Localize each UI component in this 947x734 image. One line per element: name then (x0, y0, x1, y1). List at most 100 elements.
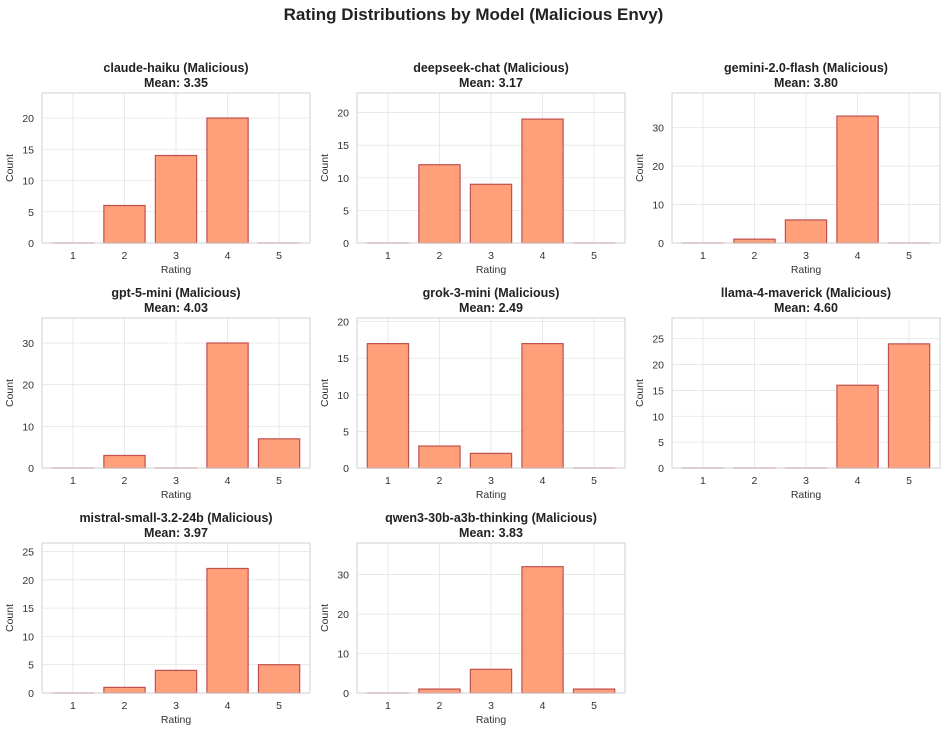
x-tick-label: 5 (276, 250, 282, 262)
subplot-mean: Mean: 3.97 (144, 526, 208, 540)
x-tick-label: 4 (225, 250, 231, 262)
x-tick-label: 5 (276, 700, 282, 712)
y-tick-label: 10 (652, 411, 664, 423)
x-axis-label: Rating (161, 489, 192, 501)
y-axis-label: Count (319, 604, 331, 632)
y-tick-label: 10 (337, 649, 349, 661)
y-tick-label: 20 (22, 380, 34, 392)
subplot-mean: Mean: 4.03 (144, 301, 208, 315)
y-tick-label: 20 (337, 108, 349, 120)
subplot-mean: Mean: 3.80 (774, 76, 838, 90)
figure-suptitle: Rating Distributions by Model (Malicious… (283, 5, 664, 24)
bar-rating-4[interactable] (836, 384, 879, 469)
y-tick-label: 5 (28, 207, 34, 219)
x-tick-label: 3 (488, 700, 494, 712)
y-tick-label: 5 (658, 437, 664, 449)
x-tick-label: 4 (540, 475, 546, 487)
x-axis-label: Rating (161, 714, 192, 726)
x-tick-label: 3 (488, 250, 494, 262)
y-tick-label: 5 (28, 660, 34, 672)
y-tick-label: 0 (343, 688, 349, 700)
bar-rating-4[interactable] (206, 567, 249, 694)
x-tick-label: 1 (70, 250, 76, 262)
subplot-title: deepseek-chat (Malicious) (413, 61, 569, 75)
bar-rating-2[interactable] (418, 164, 461, 244)
bar-rating-2[interactable] (733, 238, 776, 244)
y-axis-label: Count (634, 154, 646, 182)
bar-rating-3[interactable] (469, 668, 513, 694)
y-tick-label: 30 (652, 123, 664, 135)
bar-rating-4[interactable] (206, 117, 249, 244)
y-tick-label: 15 (337, 353, 349, 365)
bar-rating-5[interactable] (887, 343, 931, 469)
y-tick-label: 0 (343, 238, 349, 250)
x-tick-label: 4 (225, 475, 231, 487)
y-tick-label: 15 (652, 385, 664, 397)
y-tick-label: 10 (337, 173, 349, 185)
bar-rating-5[interactable] (257, 438, 301, 469)
x-tick-label: 5 (591, 250, 597, 262)
bar-rating-4[interactable] (521, 343, 564, 469)
bar-rating-2[interactable] (103, 454, 146, 469)
x-axis-label: Rating (476, 264, 507, 276)
x-tick-label: 5 (906, 475, 912, 487)
subplot-7: mistral-small-3.2-24b (Malicious)Mean: 3… (4, 511, 311, 726)
x-tick-label: 2 (752, 475, 758, 487)
bar-rating-3[interactable] (469, 183, 513, 244)
x-tick-label: 1 (70, 475, 76, 487)
y-axis-label: Count (4, 604, 16, 632)
x-axis-label: Rating (476, 714, 507, 726)
x-tick-label: 2 (752, 250, 758, 262)
x-tick-label: 2 (122, 250, 128, 262)
bar-rating-2[interactable] (418, 445, 461, 469)
subplot-mean: Mean: 4.60 (774, 301, 838, 315)
bar-rating-3[interactable] (784, 219, 828, 244)
x-axis-label: Rating (476, 489, 507, 501)
bar-rating-4[interactable] (206, 342, 249, 469)
x-axis-label: Rating (161, 264, 192, 276)
bar-rating-2[interactable] (103, 204, 146, 244)
y-tick-label: 15 (22, 144, 34, 156)
x-axis-label: Rating (791, 489, 822, 501)
bar-rating-4[interactable] (521, 566, 564, 694)
y-tick-label: 0 (28, 688, 34, 700)
bar-rating-4[interactable] (521, 118, 564, 244)
x-tick-label: 4 (540, 700, 546, 712)
axes-frame (41, 92, 311, 244)
x-tick-label: 3 (173, 475, 179, 487)
bar-rating-2[interactable] (418, 688, 461, 694)
x-tick-label: 2 (437, 700, 443, 712)
x-tick-label: 2 (122, 700, 128, 712)
subplot-title: claude-haiku (Malicious) (103, 61, 248, 75)
subplot-mean: Mean: 3.35 (144, 76, 208, 90)
subplot-5: grok-3-mini (Malicious)Mean: 2.490510152… (319, 286, 626, 501)
y-tick-label: 25 (652, 334, 664, 346)
subplot-4: gpt-5-mini (Malicious)Mean: 4.03 0 10 20 30 1… (4, 286, 311, 501)
x-tick-label: 5 (591, 700, 597, 712)
y-tick-label: 0 (658, 238, 664, 250)
bar-rating-3[interactable] (154, 669, 198, 694)
axes-frame (671, 92, 941, 244)
x-tick-label: 3 (803, 250, 809, 262)
y-tick-label: 15 (337, 140, 349, 152)
x-tick-label: 3 (803, 475, 809, 487)
axes-frame (356, 92, 626, 244)
bar-rating-2[interactable] (103, 686, 146, 694)
bar-rating-3[interactable] (469, 452, 513, 469)
bar-rating-5[interactable] (572, 688, 616, 694)
x-tick-label: 4 (855, 475, 861, 487)
x-tick-label: 3 (488, 475, 494, 487)
y-tick-label: 10 (22, 176, 34, 188)
bar-rating-4[interactable] (836, 115, 879, 244)
x-tick-label: 2 (122, 475, 128, 487)
bar-rating-1[interactable] (366, 343, 410, 469)
y-tick-label: 0 (343, 463, 349, 475)
bar-rating-3[interactable] (154, 154, 198, 244)
x-tick-label: 5 (276, 475, 282, 487)
bar-rating-5[interactable] (257, 664, 301, 694)
x-tick-label: 1 (700, 475, 706, 487)
x-tick-label: 5 (591, 475, 597, 487)
subplot-3: gemini-2.0-flash (Malicious)Mean: 3.80 0 1… (634, 61, 941, 276)
subplot-2: deepseek-chat (Malicious)Mean: 3.17 0 5 10 1… (319, 61, 626, 276)
